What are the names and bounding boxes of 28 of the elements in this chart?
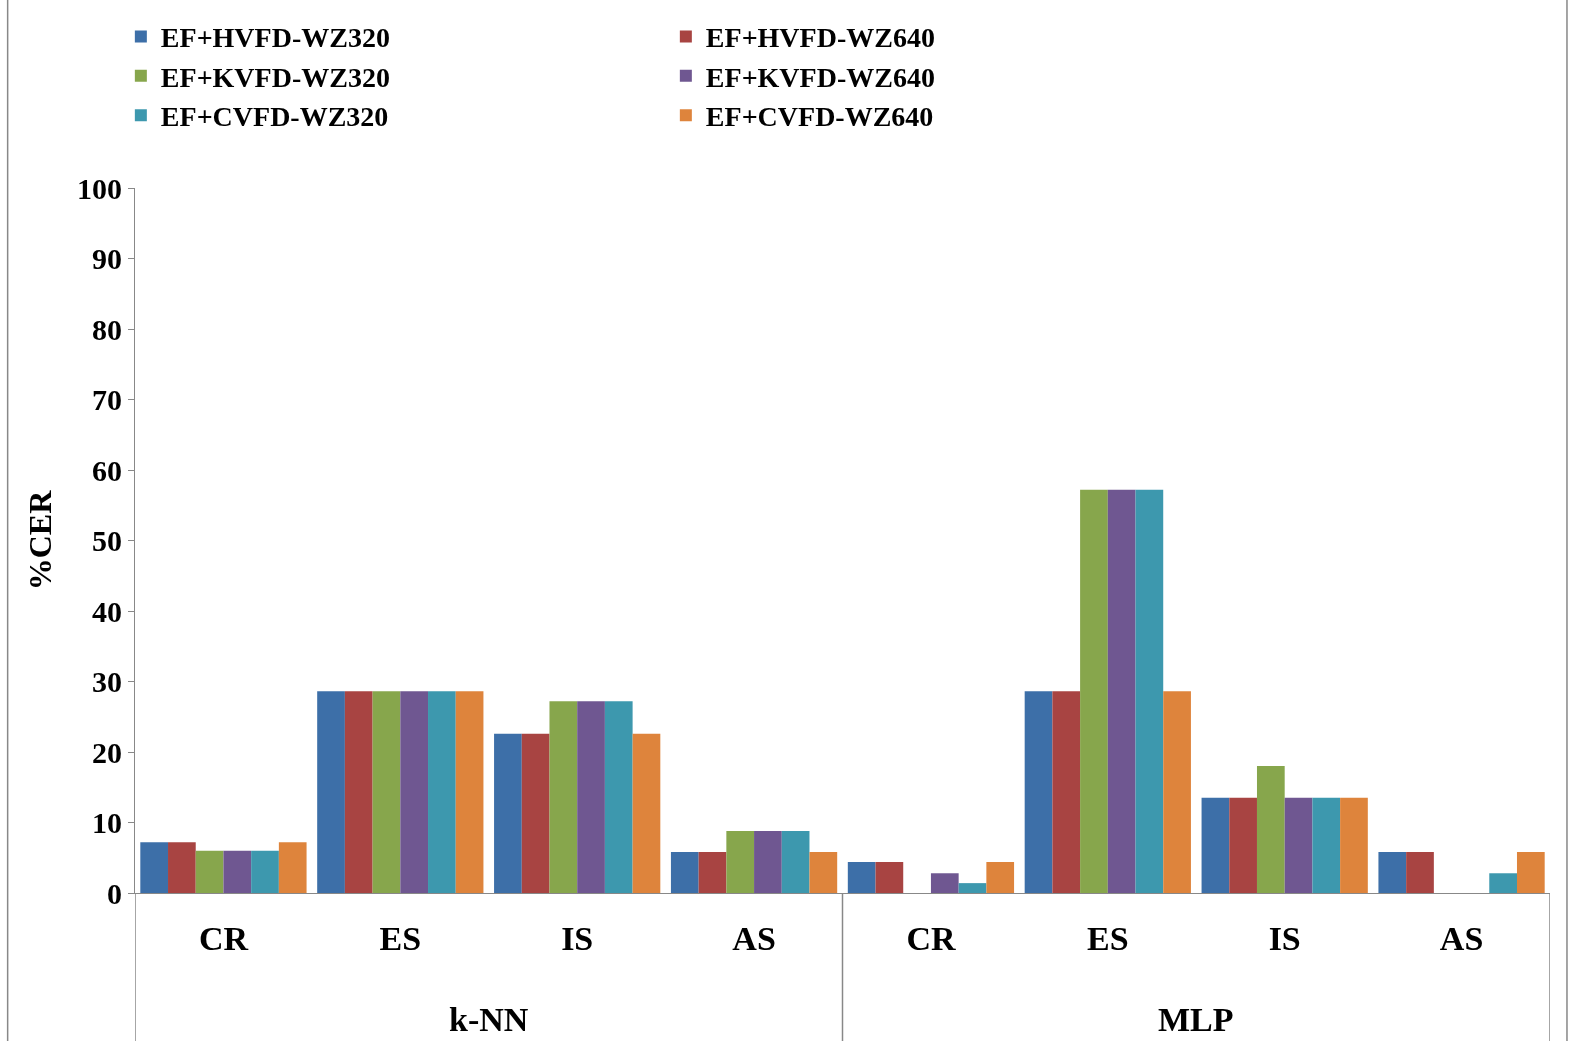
x-tick-label: AS: [732, 919, 776, 957]
x-tick-label: IS: [561, 919, 594, 957]
legend-label: EF+CVFD-WZ320: [160, 101, 389, 133]
x-tick-label: CR: [198, 919, 249, 957]
legend-label: EF+HVFD-WZ640: [705, 22, 935, 54]
y-tick-label: 10: [92, 806, 122, 839]
legend-label: EF+CVFD-WZ640: [705, 101, 934, 133]
y-tick-label: 70: [92, 383, 122, 416]
x-tick-label: AS: [1439, 919, 1484, 957]
y-tick-label: 30: [92, 665, 122, 698]
x-tick-label: CR: [906, 919, 956, 957]
y-tick-label: 0: [107, 876, 122, 910]
legend-label: EF+KVFD-WZ640: [705, 61, 935, 93]
y-tick-label: 100: [77, 171, 122, 205]
y-tick-label: 20: [92, 735, 122, 769]
y-tick-label: 40: [92, 594, 122, 628]
legend-label: EF+KVFD-WZ320: [160, 61, 390, 93]
x-tick-label: IS: [1268, 919, 1301, 957]
x-tick-label: ES: [1087, 919, 1129, 957]
x-tick-label: ES: [379, 919, 422, 957]
y-tick-label: 80: [92, 312, 122, 346]
y-axis-title: %CER: [22, 489, 59, 591]
y-tick-label: 50: [92, 524, 122, 557]
text: MLP: [1158, 1001, 1234, 1038]
y-tick-label: 90: [92, 242, 122, 275]
y-tick-label: 60: [92, 453, 122, 487]
text: k-NN: [449, 1001, 529, 1038]
legend-label: EF+HVFD-WZ320: [160, 22, 390, 54]
